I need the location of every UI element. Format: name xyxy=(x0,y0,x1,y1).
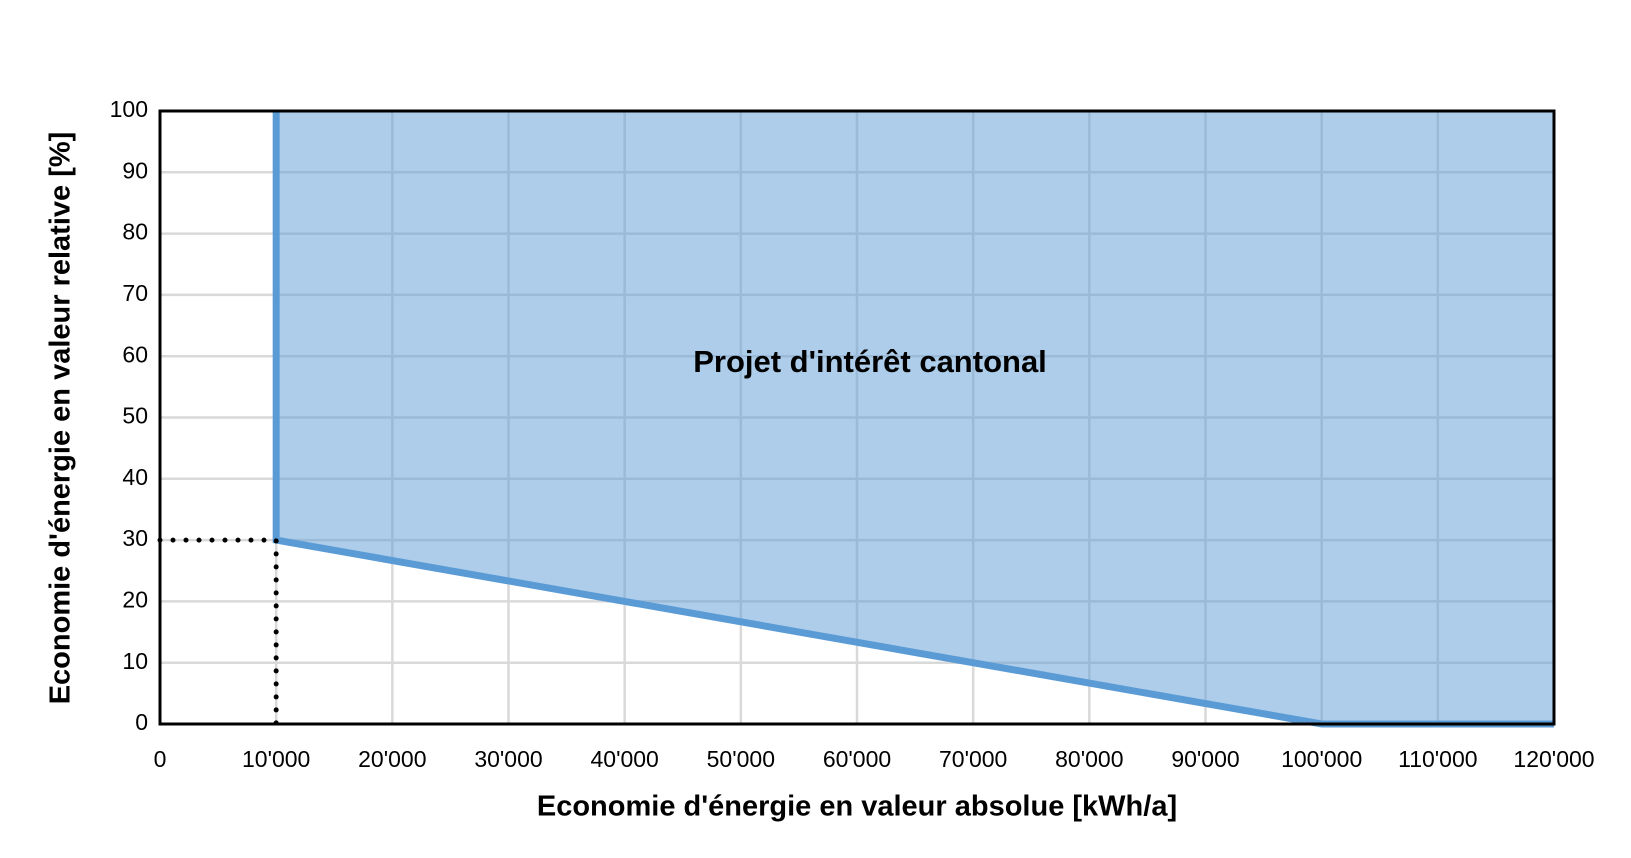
reference-line xyxy=(157,537,279,727)
x-tick-label: 30'000 xyxy=(474,746,542,772)
x-tick-label: 0 xyxy=(154,746,167,772)
y-tick-label: 20 xyxy=(122,586,148,612)
y-axis-title: Economie d'énergie en valeur relative [%… xyxy=(45,132,77,705)
area-fill xyxy=(276,111,1555,724)
x-tick-label: 60'000 xyxy=(823,746,891,772)
x-tick-label: 110'000 xyxy=(1398,746,1477,772)
y-tick-label: 60 xyxy=(122,341,148,367)
x-tick-label: 70'000 xyxy=(939,746,1007,772)
y-tick-label: 10 xyxy=(122,648,148,674)
x-tick-label: 50'000 xyxy=(707,746,775,772)
x-axis-title: Economie d'énergie en valeur absolue [kW… xyxy=(537,791,1177,823)
x-tick-label: 20'000 xyxy=(358,746,426,772)
marks xyxy=(157,111,1555,728)
x-tick-label: 10'000 xyxy=(242,746,310,772)
x-tick-label: 120'000 xyxy=(1513,746,1594,772)
x-tick-label: 40'000 xyxy=(590,746,658,772)
y-tick-label: 80 xyxy=(122,219,148,245)
annotation: Projet d'intérêt cantonal xyxy=(693,344,1047,379)
x-tick-label: 100'000 xyxy=(1281,746,1362,772)
x-tick-label: 80'000 xyxy=(1055,746,1123,772)
y-tick-label: 40 xyxy=(122,464,148,490)
y-tick-label: 0 xyxy=(135,709,148,735)
y-tick-label: 50 xyxy=(122,403,148,429)
y-tick-label: 90 xyxy=(122,157,148,183)
y-tick-label: 100 xyxy=(110,96,148,122)
y-tick-label: 70 xyxy=(122,280,148,306)
plot-border xyxy=(158,109,1556,726)
y-tick-label: 30 xyxy=(122,525,148,551)
x-tick-label: 90'000 xyxy=(1171,746,1239,772)
